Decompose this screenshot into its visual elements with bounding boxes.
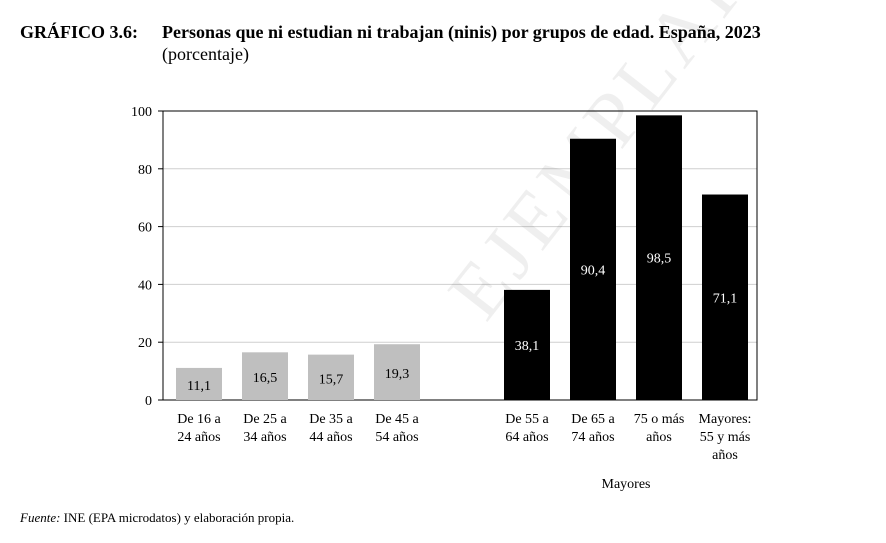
source-label: Fuente:: [19, 510, 60, 525]
y-tick-label: 20: [138, 336, 152, 351]
y-tick-label: 100: [131, 105, 152, 120]
bar: [702, 194, 748, 400]
x-tick-label: años: [712, 448, 738, 463]
x-tick-label: De 25 a: [243, 412, 287, 427]
x-tick-label: 74 años: [571, 430, 614, 445]
x-tick-label: De 65 a: [571, 412, 615, 427]
bar: [504, 289, 550, 400]
x-tick-label: 54 años: [375, 430, 418, 445]
x-tick-label: 64 años: [505, 430, 548, 445]
bar: [308, 354, 354, 400]
bar: [374, 344, 420, 400]
bar: [176, 367, 222, 400]
x-tick-label: años: [646, 430, 672, 445]
bar: [636, 115, 682, 401]
figure-label: GRÁFICO 3.6:: [20, 21, 138, 42]
y-tick-label: 80: [138, 163, 152, 178]
bar: [570, 138, 616, 400]
group-label: Mayores: [602, 477, 651, 492]
bar: [242, 352, 288, 400]
y-tick-label: 40: [138, 278, 152, 293]
x-tick-label: 55 y más: [700, 430, 751, 445]
x-tick-label: De 35 a: [309, 412, 353, 427]
x-tick-label: De 16 a: [177, 412, 221, 427]
data-label: 15,7: [319, 372, 344, 387]
plot-frame: [162, 110, 758, 401]
plot-area: 0 20 40 60 80 100 11,1 De 16 a 24 años 16,5 De 25 …: [131, 105, 758, 492]
x-tick-label: 24 años: [177, 430, 220, 445]
data-label: 19,3: [385, 367, 410, 382]
data-label: 11,1: [187, 379, 211, 394]
x-tick-label: Mayores:: [699, 412, 752, 427]
data-label: 38,1: [515, 339, 540, 354]
source-text: INE (EPA microdatos) y elaboración propi…: [60, 510, 294, 525]
chart-subtitle: (porcentaje): [162, 44, 249, 65]
data-label: 16,5: [253, 371, 278, 386]
y-tick-label: 0: [145, 394, 152, 409]
data-label: 71,1: [713, 291, 738, 306]
data-label: 98,5: [647, 252, 672, 267]
data-label: 90,4: [581, 263, 606, 278]
x-tick-label: 75 o más: [634, 412, 685, 427]
x-tick-label: 34 años: [243, 430, 286, 445]
chart-title: Personas que ni estudian ni trabajan (ni…: [162, 22, 761, 43]
y-tick-label: 60: [138, 221, 152, 236]
x-tick-label: De 45 a: [375, 412, 419, 427]
x-tick-label: 44 años: [309, 430, 352, 445]
x-tick-label: De 55 a: [505, 412, 549, 427]
source-note: Fuente: INE (EPA microdatos) y elaboraci…: [19, 510, 294, 525]
